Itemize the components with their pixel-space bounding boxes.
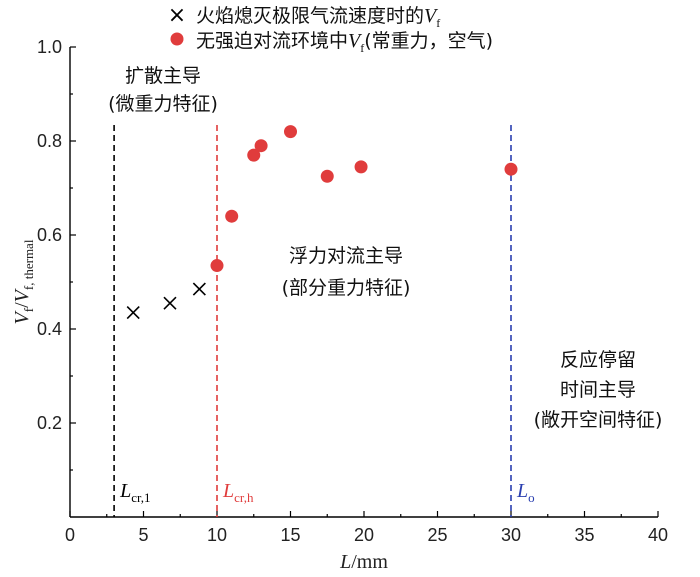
annotation-residence-line1: 反应停留 bbox=[560, 349, 636, 371]
x-tick-label: 15 bbox=[280, 525, 300, 545]
vertical-line-label: Lo bbox=[516, 480, 535, 505]
legend-text-cross: 火焰熄灭极限气流速度时的Vf bbox=[196, 5, 440, 30]
x-tick-label: 0 bbox=[65, 525, 75, 545]
data-points bbox=[126, 125, 518, 320]
legend-item-circle: 无强迫对流环境中Vf(常重力，空气) bbox=[170, 30, 493, 55]
y-axis-label: Vf/Vf, thermal bbox=[11, 239, 36, 324]
vertical-line-label: Lcr,1 bbox=[119, 480, 150, 505]
y-tick-label: 0.4 bbox=[37, 319, 62, 339]
x-tick-label: 20 bbox=[354, 525, 374, 545]
x-axis-label: L/mm bbox=[339, 551, 388, 573]
x-tick-label: 25 bbox=[427, 525, 447, 545]
vertical-line-label: Lcr,h bbox=[222, 480, 254, 505]
y-tick-label: 0.8 bbox=[37, 131, 62, 151]
circle-point bbox=[225, 209, 239, 223]
annotation-diffusion-line1: 扩散主导 bbox=[125, 65, 201, 87]
circle-point bbox=[354, 160, 368, 174]
circle-point bbox=[284, 125, 297, 139]
legend-text-circle: 无强迫对流环境中Vf(常重力，空气) bbox=[196, 30, 493, 55]
annotation-residence-line3: (敞开空间特征) bbox=[534, 409, 663, 431]
annotation-residence-line2: 时间主导 bbox=[560, 379, 636, 401]
legend-item-cross: × 火焰熄灭极限气流速度时的Vf bbox=[168, 3, 440, 30]
annotation-buoyancy-line1: 浮力对流主导 bbox=[289, 245, 403, 267]
y-tick-label: 1.0 bbox=[37, 37, 62, 57]
x-tick-label: 5 bbox=[138, 525, 148, 545]
annotation-residence: 反应停留 时间主导 (敞开空间特征) bbox=[534, 349, 663, 431]
legend-symbol-cross: × bbox=[168, 3, 186, 28]
legend-symbol-circle bbox=[170, 32, 184, 46]
circle-point bbox=[320, 169, 334, 183]
legend: × 火焰熄灭极限气流速度时的Vf 无强迫对流环境中Vf(常重力，空气) bbox=[168, 3, 493, 55]
circle-point bbox=[254, 139, 268, 153]
vertical-reference-lines: Lcr,1 Lcr,h Lo bbox=[113, 125, 535, 517]
annotation-diffusion-line2: (微重力特征) bbox=[108, 93, 218, 115]
x-tick-label: 10 bbox=[207, 525, 227, 545]
annotation-diffusion: 扩散主导 (微重力特征) bbox=[108, 65, 218, 115]
circle-point bbox=[210, 259, 224, 273]
cross-point bbox=[192, 282, 206, 296]
y-tick-label: 0.2 bbox=[37, 413, 62, 433]
x-tick-label: 40 bbox=[648, 525, 668, 545]
x-ticks: 0 5 10 15 20 25 30 35 40 bbox=[65, 511, 668, 545]
annotation-buoyancy: 浮力对流主导 (部分重力特征) bbox=[282, 245, 411, 299]
circle-point bbox=[504, 162, 518, 176]
circle-point bbox=[247, 148, 261, 162]
annotation-buoyancy-line2: (部分重力特征) bbox=[282, 277, 411, 299]
cross-point bbox=[163, 296, 177, 310]
y-ticks: 0.2 0.4 0.6 0.8 1.0 bbox=[37, 37, 76, 471]
x-tick-label: 30 bbox=[501, 525, 521, 545]
y-tick-label: 0.6 bbox=[37, 225, 62, 245]
x-tick-label: 35 bbox=[574, 525, 594, 545]
cross-point bbox=[126, 305, 140, 320]
